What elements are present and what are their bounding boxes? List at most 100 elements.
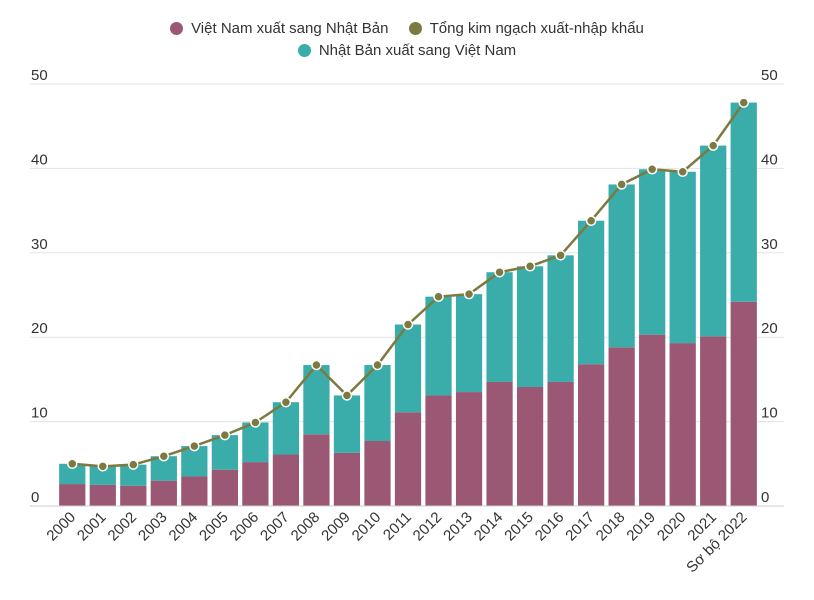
y-tick-label-right: 10 <box>761 405 778 422</box>
point-total <box>402 319 414 330</box>
bar-vn-export <box>364 441 391 506</box>
bar-jp-export <box>211 435 238 470</box>
x-tick-label: 2010 <box>349 509 385 545</box>
y-tick-label-left: 0 <box>31 489 39 506</box>
y-tick-label-left: 40 <box>31 151 48 168</box>
bar-jp-export <box>272 402 300 455</box>
x-tick-label: 2006 <box>227 509 263 545</box>
legend-swatch-total <box>408 22 422 35</box>
bar-vn-export <box>730 301 757 506</box>
point-total <box>585 215 597 226</box>
point-total <box>433 291 444 302</box>
legend-row-2: Nhật Bản xuất sang Việt Nam <box>0 42 814 61</box>
bar-vn-export <box>181 476 208 506</box>
point-total <box>250 417 261 428</box>
bar-vn-export <box>425 395 452 506</box>
x-tick-label: 2002 <box>105 509 141 545</box>
bar-vn-export <box>547 381 574 506</box>
bar-jp-export <box>486 272 513 382</box>
bar-vn-export <box>486 381 513 506</box>
point-total <box>707 140 719 151</box>
bar-jp-export <box>89 466 116 485</box>
bar-vn-export <box>608 347 635 506</box>
bar-jp-export <box>120 464 147 486</box>
bar-vn-export <box>700 336 727 506</box>
point-total <box>555 250 566 261</box>
x-tick-label: 2009 <box>318 509 354 545</box>
point-total <box>646 163 658 175</box>
legend-item-jp-export: Nhật Bản xuất sang Việt Nam <box>297 42 517 59</box>
x-tick-label: 2014 <box>471 509 507 545</box>
bar-jp-export <box>608 184 635 348</box>
x-tick-label: 2007 <box>257 509 293 545</box>
y-tick-label-right: 30 <box>761 236 778 253</box>
bar-jp-export <box>516 266 544 387</box>
point-total <box>67 458 78 470</box>
point-total <box>158 450 170 462</box>
bar-jp-export <box>364 365 391 442</box>
bar-vn-export <box>455 392 483 506</box>
x-tick-label: 2019 <box>623 509 659 545</box>
point-total <box>524 261 536 272</box>
legend-row-1: Việt Nam xuất sang Nhật Bản Tổng kim ngạ… <box>0 20 814 39</box>
bar-vn-export <box>303 434 330 506</box>
x-tick-label: 2018 <box>593 509 629 545</box>
point-total <box>189 440 200 452</box>
bar-vn-export <box>394 412 422 506</box>
y-tick-label-right: 0 <box>761 489 769 506</box>
bar-vn-export <box>89 484 116 506</box>
point-total <box>97 461 109 472</box>
bar-jp-export <box>59 463 86 485</box>
bar-jp-export <box>547 255 574 382</box>
point-total <box>372 359 383 371</box>
x-tick-label: 2000 <box>43 509 79 545</box>
point-total <box>128 459 139 470</box>
bar-vn-export <box>669 343 696 506</box>
bar-jp-export <box>394 324 422 413</box>
x-tick-label: 2011 <box>380 509 415 544</box>
bar-vn-export <box>150 480 177 506</box>
bar-vn-export <box>639 334 666 506</box>
bar-jp-export <box>700 145 727 337</box>
point-total <box>219 429 231 441</box>
bar-jp-export <box>578 220 605 365</box>
bar-jp-export <box>425 296 452 396</box>
bar-jp-export <box>242 422 269 463</box>
y-tick-label-right: 50 <box>761 67 778 84</box>
bar-vn-export <box>333 452 361 506</box>
x-tick-label: 2001 <box>74 509 110 545</box>
y-tick-label-left: 50 <box>31 67 48 84</box>
y-tick-label-left: 10 <box>31 405 48 422</box>
legend-label-vn-export: Việt Nam xuất sang Nhật Bản <box>191 20 389 37</box>
y-tick-label-right: 20 <box>761 320 778 337</box>
legend-label-jp-export: Nhật Bản xuất sang Việt Nam <box>318 42 517 59</box>
x-tick-label: 2015 <box>501 509 537 545</box>
bar-jp-export <box>730 102 757 302</box>
x-tick-label: 2017 <box>562 509 598 545</box>
bar-jp-export <box>669 171 696 344</box>
y-tick-label-left: 20 <box>31 320 48 337</box>
legend-swatch-jp-export <box>297 44 311 57</box>
point-total <box>311 359 322 371</box>
point-total <box>616 179 627 190</box>
point-total <box>494 266 505 278</box>
point-total <box>677 166 688 178</box>
y-tick-label-left: 30 <box>31 236 48 253</box>
point-total <box>463 288 475 300</box>
point-total <box>280 396 292 408</box>
bar-jp-export <box>639 169 666 335</box>
bar-vn-export <box>578 364 605 506</box>
legend-swatch-vn-export <box>170 22 184 35</box>
bar-vn-export <box>516 386 544 506</box>
legend-item-total: Tổng kim ngạch xuất-nhập khẩu <box>408 20 644 37</box>
x-tick-label: 2020 <box>654 509 690 545</box>
bar-jp-export <box>455 294 483 393</box>
x-tick-label: 2016 <box>532 509 568 545</box>
bar-vn-export <box>120 485 147 506</box>
x-tick-label: 2013 <box>440 509 476 545</box>
point-total <box>341 390 353 401</box>
bar-jp-export <box>333 395 361 453</box>
point-total <box>738 97 749 108</box>
